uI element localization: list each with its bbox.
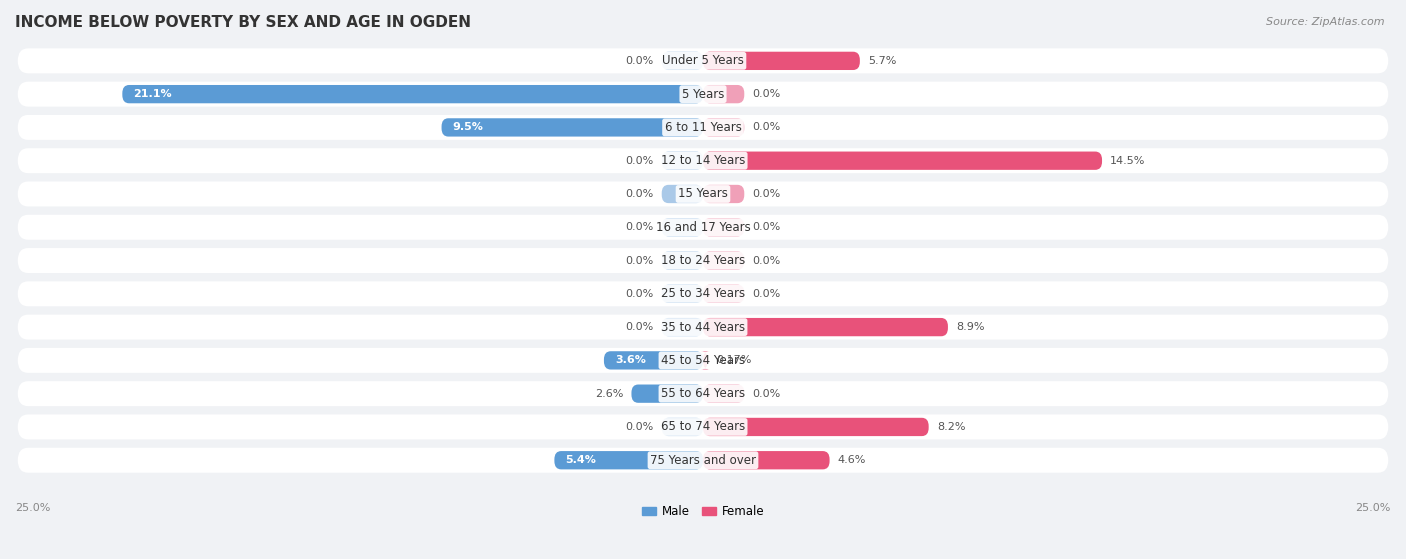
Text: INCOME BELOW POVERTY BY SEX AND AGE IN OGDEN: INCOME BELOW POVERTY BY SEX AND AGE IN O… xyxy=(15,15,471,30)
FancyBboxPatch shape xyxy=(703,119,744,136)
FancyBboxPatch shape xyxy=(662,151,703,170)
Text: 0.0%: 0.0% xyxy=(752,389,780,399)
FancyBboxPatch shape xyxy=(703,318,948,337)
Text: 0.0%: 0.0% xyxy=(752,189,780,199)
FancyBboxPatch shape xyxy=(662,218,703,236)
FancyBboxPatch shape xyxy=(18,281,1388,306)
Text: 8.2%: 8.2% xyxy=(936,422,966,432)
FancyBboxPatch shape xyxy=(441,119,703,136)
Text: Source: ZipAtlas.com: Source: ZipAtlas.com xyxy=(1267,17,1385,27)
Text: 0.0%: 0.0% xyxy=(626,189,654,199)
Text: 0.0%: 0.0% xyxy=(752,222,780,232)
FancyBboxPatch shape xyxy=(703,218,744,236)
FancyBboxPatch shape xyxy=(631,385,703,403)
FancyBboxPatch shape xyxy=(18,381,1388,406)
Text: 4.6%: 4.6% xyxy=(838,455,866,465)
Text: 75 Years and over: 75 Years and over xyxy=(650,454,756,467)
Text: 25.0%: 25.0% xyxy=(15,504,51,514)
FancyBboxPatch shape xyxy=(18,49,1388,73)
FancyBboxPatch shape xyxy=(703,85,744,103)
FancyBboxPatch shape xyxy=(662,285,703,303)
FancyBboxPatch shape xyxy=(703,185,744,203)
Text: 6 to 11 Years: 6 to 11 Years xyxy=(665,121,741,134)
Text: 8.9%: 8.9% xyxy=(956,322,984,332)
Text: 2.6%: 2.6% xyxy=(595,389,623,399)
Text: 0.0%: 0.0% xyxy=(752,255,780,266)
Text: 3.6%: 3.6% xyxy=(614,356,645,366)
Text: 0.0%: 0.0% xyxy=(752,289,780,299)
Text: 12 to 14 Years: 12 to 14 Years xyxy=(661,154,745,167)
FancyBboxPatch shape xyxy=(703,418,929,436)
Text: 0.0%: 0.0% xyxy=(626,156,654,165)
FancyBboxPatch shape xyxy=(662,51,703,70)
FancyBboxPatch shape xyxy=(662,252,703,269)
Legend: Male, Female: Male, Female xyxy=(637,500,769,523)
FancyBboxPatch shape xyxy=(18,182,1388,206)
Text: 25.0%: 25.0% xyxy=(1355,504,1391,514)
Text: 14.5%: 14.5% xyxy=(1111,156,1146,165)
FancyBboxPatch shape xyxy=(703,151,1102,170)
FancyBboxPatch shape xyxy=(703,451,830,470)
Text: Under 5 Years: Under 5 Years xyxy=(662,54,744,67)
Text: 9.5%: 9.5% xyxy=(453,122,484,132)
Text: 65 to 74 Years: 65 to 74 Years xyxy=(661,420,745,433)
FancyBboxPatch shape xyxy=(703,252,744,269)
FancyBboxPatch shape xyxy=(703,285,744,303)
Text: 21.1%: 21.1% xyxy=(134,89,172,99)
Text: 5.4%: 5.4% xyxy=(565,455,596,465)
FancyBboxPatch shape xyxy=(662,318,703,337)
FancyBboxPatch shape xyxy=(18,414,1388,439)
Text: 0.0%: 0.0% xyxy=(626,322,654,332)
Text: 0.0%: 0.0% xyxy=(752,122,780,132)
Text: 0.0%: 0.0% xyxy=(626,222,654,232)
Text: 55 to 64 Years: 55 to 64 Years xyxy=(661,387,745,400)
Text: 0.0%: 0.0% xyxy=(752,89,780,99)
FancyBboxPatch shape xyxy=(703,385,744,403)
FancyBboxPatch shape xyxy=(700,351,710,369)
Text: 0.0%: 0.0% xyxy=(626,289,654,299)
Text: 45 to 54 Years: 45 to 54 Years xyxy=(661,354,745,367)
FancyBboxPatch shape xyxy=(703,51,860,70)
Text: 0.0%: 0.0% xyxy=(626,422,654,432)
Text: 18 to 24 Years: 18 to 24 Years xyxy=(661,254,745,267)
FancyBboxPatch shape xyxy=(18,215,1388,240)
Text: 15 Years: 15 Years xyxy=(678,187,728,201)
FancyBboxPatch shape xyxy=(662,185,703,203)
Text: 0.0%: 0.0% xyxy=(626,255,654,266)
Text: 5 Years: 5 Years xyxy=(682,88,724,101)
FancyBboxPatch shape xyxy=(18,82,1388,107)
Text: 0.17%: 0.17% xyxy=(716,356,751,366)
FancyBboxPatch shape xyxy=(18,148,1388,173)
FancyBboxPatch shape xyxy=(122,85,703,103)
Text: 35 to 44 Years: 35 to 44 Years xyxy=(661,321,745,334)
FancyBboxPatch shape xyxy=(554,451,703,470)
Text: 16 and 17 Years: 16 and 17 Years xyxy=(655,221,751,234)
Text: 25 to 34 Years: 25 to 34 Years xyxy=(661,287,745,300)
FancyBboxPatch shape xyxy=(662,418,703,436)
FancyBboxPatch shape xyxy=(18,248,1388,273)
FancyBboxPatch shape xyxy=(605,351,703,369)
Text: 0.0%: 0.0% xyxy=(626,56,654,66)
FancyBboxPatch shape xyxy=(18,348,1388,373)
FancyBboxPatch shape xyxy=(18,315,1388,339)
Text: 5.7%: 5.7% xyxy=(868,56,897,66)
FancyBboxPatch shape xyxy=(18,115,1388,140)
FancyBboxPatch shape xyxy=(18,448,1388,473)
